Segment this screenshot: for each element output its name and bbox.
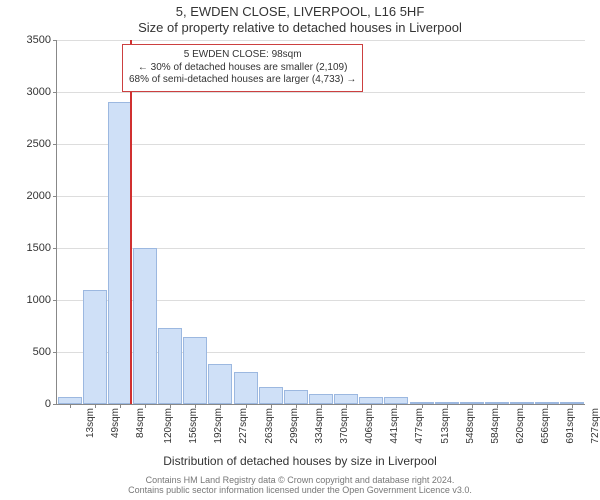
x-tick (95, 404, 96, 408)
y-tick-label: 3000 (27, 86, 51, 98)
x-tick (220, 404, 221, 408)
x-tick (371, 404, 372, 408)
y-tick (53, 352, 57, 353)
y-tick (53, 248, 57, 249)
x-tick (120, 404, 121, 408)
x-tick (195, 404, 196, 408)
x-tick-label: 441sqm (389, 408, 400, 444)
x-tick (422, 404, 423, 408)
y-tick-label: 0 (45, 398, 51, 410)
footnote-line-1: Contains HM Land Registry data © Crown c… (0, 475, 600, 485)
histogram-bar (58, 397, 82, 404)
x-tick (396, 404, 397, 408)
footnote-line-2: Contains public sector information licen… (0, 485, 600, 495)
x-tick-label: 406sqm (364, 408, 375, 444)
histogram-bar (208, 364, 232, 404)
x-tick-label: 49sqm (110, 408, 121, 438)
histogram-bar (384, 397, 408, 404)
x-tick-label: 477sqm (414, 408, 425, 444)
y-tick (53, 300, 57, 301)
chart-subtitle: Size of property relative to detached ho… (0, 20, 600, 35)
gridline (57, 92, 585, 93)
histogram-bar (284, 390, 308, 404)
x-tick-label: 156sqm (188, 408, 199, 444)
plot-area: 050010001500200025003000350013sqm49sqm84… (56, 40, 585, 405)
callout-line-2: ← 30% of detached houses are smaller (2,… (129, 62, 356, 75)
callout-line-1: 5 EWDEN CLOSE: 98sqm (129, 49, 356, 62)
x-tick (346, 404, 347, 408)
callout-line-3: 68% of semi-detached houses are larger (… (129, 74, 356, 87)
histogram-bar (309, 394, 333, 404)
y-tick (53, 92, 57, 93)
gridline (57, 144, 585, 145)
x-tick (321, 404, 322, 408)
x-tick (472, 404, 473, 408)
x-tick-label: 727sqm (590, 408, 600, 444)
y-tick-label: 2500 (27, 138, 51, 150)
x-tick-label: 13sqm (85, 408, 96, 438)
chart-footnote: Contains HM Land Registry data © Crown c… (0, 475, 600, 496)
histogram-bar (183, 337, 207, 404)
histogram-bar (158, 328, 182, 404)
histogram-bar (83, 290, 107, 404)
gridline (57, 40, 585, 41)
x-tick-label: 656sqm (540, 408, 551, 444)
y-tick (53, 196, 57, 197)
x-tick-label: 227sqm (238, 408, 249, 444)
x-tick-label: 120sqm (163, 408, 174, 444)
histogram-bar (259, 387, 283, 404)
y-tick-label: 500 (33, 346, 51, 358)
x-tick-label: 691sqm (565, 408, 576, 444)
x-tick (271, 404, 272, 408)
x-tick (70, 404, 71, 408)
x-tick-label: 513sqm (439, 408, 450, 444)
x-axis-label: Distribution of detached houses by size … (0, 454, 600, 468)
property-marker-line (130, 40, 132, 404)
chart-title: 5, EWDEN CLOSE, LIVERPOOL, L16 5HF (0, 4, 600, 19)
histogram-bar (234, 372, 258, 404)
histogram-bar (133, 248, 157, 404)
gridline (57, 196, 585, 197)
y-tick-label: 1500 (27, 242, 51, 254)
y-tick (53, 404, 57, 405)
x-tick-label: 263sqm (263, 408, 274, 444)
x-tick-label: 584sqm (490, 408, 501, 444)
x-tick-label: 192sqm (213, 408, 224, 444)
x-tick (522, 404, 523, 408)
x-tick-label: 334sqm (314, 408, 325, 444)
y-tick (53, 40, 57, 41)
x-tick (296, 404, 297, 408)
x-tick-label: 370sqm (339, 408, 350, 444)
y-tick-label: 2000 (27, 190, 51, 202)
y-tick-label: 1000 (27, 294, 51, 306)
y-tick-label: 3500 (27, 34, 51, 46)
y-tick (53, 144, 57, 145)
x-tick (572, 404, 573, 408)
histogram-bar (334, 394, 358, 404)
x-tick (447, 404, 448, 408)
x-tick (547, 404, 548, 408)
chart-container: 5, EWDEN CLOSE, LIVERPOOL, L16 5HF Size … (0, 0, 600, 500)
property-callout: 5 EWDEN CLOSE: 98sqm ← 30% of detached h… (122, 44, 363, 92)
x-tick (170, 404, 171, 408)
x-tick-label: 299sqm (288, 408, 299, 444)
x-tick (145, 404, 146, 408)
histogram-bar (108, 102, 132, 404)
x-tick-label: 620sqm (515, 408, 526, 444)
x-tick-label: 84sqm (135, 408, 146, 438)
histogram-bar (359, 397, 383, 404)
x-tick (246, 404, 247, 408)
x-tick-label: 548sqm (464, 408, 475, 444)
x-tick (497, 404, 498, 408)
